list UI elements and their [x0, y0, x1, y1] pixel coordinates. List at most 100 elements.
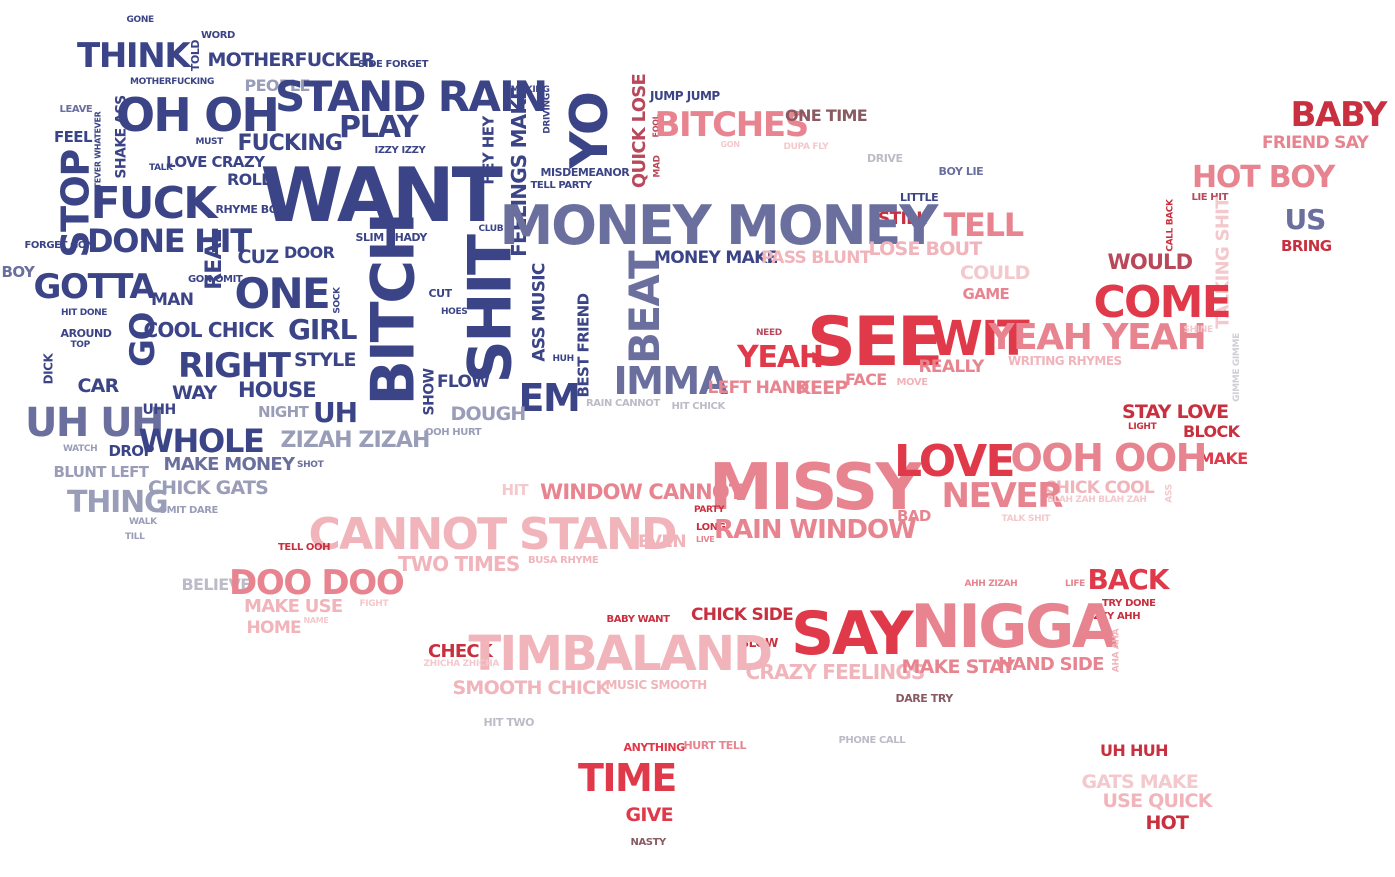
cloud-word-drive: DRIVE [867, 151, 903, 165]
cloud-word-believe: BELIEVE [181, 575, 252, 594]
cloud-word-keep: KEEP [796, 376, 848, 399]
cloud-word-one-time: ONE TIME [785, 106, 868, 125]
cloud-word-light: LIGHT [1128, 421, 1157, 432]
cloud-word-timbaland: TIMBALAND [468, 626, 773, 682]
cloud-word-make-use: MAKE USE [244, 596, 343, 617]
cloud-word-time: TIME [578, 756, 677, 800]
cloud-word-show: SHOW [420, 368, 437, 416]
cloud-word-told: TOLD [188, 39, 202, 71]
cloud-word-baby: BABY [1290, 95, 1388, 135]
cloud-word-girl: GIRL [288, 313, 357, 346]
cloud-word-us: US [1284, 203, 1327, 236]
cloud-word-oh-oh: OH OH [116, 88, 280, 142]
cloud-word-anything: ANYTHING [623, 740, 686, 754]
cloud-word-izzy-ahh: IZZY AHH [1090, 611, 1141, 622]
cloud-word-busa-rhyme: BUSA RHYME [528, 555, 599, 566]
cloud-word-flow: FLOW [437, 371, 490, 392]
cloud-word-play: PLAY [339, 110, 419, 145]
cloud-word-car: CAR [77, 374, 120, 397]
cloud-word-zizah-zizah: ZIZAH ZIZAH [280, 428, 431, 453]
cloud-word-hurt-tell: HURT TELL [683, 738, 747, 752]
cloud-word-walk: WALK [129, 516, 157, 527]
cloud-word-baby-want: BABY WANT [606, 614, 670, 625]
cloud-word-boy: BOY [1, 262, 35, 281]
cloud-word-hot: HOT [1145, 811, 1189, 834]
cloud-word-hit: HIT [501, 480, 529, 499]
cloud-word-driving: DRIVING [542, 92, 553, 134]
cloud-word-em: EM [518, 376, 581, 420]
cloud-word-whole: WHOLE [138, 422, 265, 460]
cloud-word-leave: LEAVE [59, 104, 93, 115]
cloud-word-two-times: TWO TIMES [398, 552, 520, 576]
cloud-word-dough: DOUGH [450, 402, 527, 425]
cloud-word-pass-blunt: PASS BLUNT [761, 247, 871, 268]
cloud-word-cool-chick: COOL CHICK [143, 318, 274, 342]
cloud-word-dare-try: DARE TRY [895, 691, 954, 705]
cloud-word-ooh-ooh: OOH OOH [1010, 436, 1208, 480]
cloud-word-tell: TELL [943, 206, 1025, 244]
cloud-word-want: WANT [260, 150, 503, 239]
cloud-word-still: STILL [878, 208, 927, 229]
cloud-word-ahh-zizah: AHH ZIZAH [964, 578, 1018, 589]
cloud-word-move: MOVE [896, 377, 929, 388]
cloud-word-izzy-izzy: IZZY IZZY [374, 145, 426, 156]
cloud-word-blah-zah-blah-zah: BLAH ZAH BLAH ZAH [1047, 494, 1147, 505]
cloud-word-motherfucker: MOTHERFUCKER [207, 48, 376, 71]
cloud-word-side-forget: SIDE FORGET [358, 59, 429, 70]
cloud-word-blow: BLOW [740, 636, 778, 650]
cloud-word-right: RIGHT [178, 346, 291, 386]
cloud-word-top: TOP [70, 339, 91, 350]
cloud-word-name: NAME [303, 616, 329, 625]
cloud-word-crazy-feelings: CRAZY FEELINGS [745, 660, 926, 684]
cloud-word-hoes: HOES [441, 306, 468, 317]
cloud-word-hit-done: HIT DONE [61, 307, 108, 318]
cloud-word-lie-hit: LIE HIT [1191, 192, 1229, 203]
cloud-word-try-done: TRY DONE [1102, 598, 1156, 609]
cloud-word-fight: FIGHT [359, 598, 389, 609]
cloud-word-aha-aha: AHA AHA [1111, 628, 1122, 672]
cloud-word-shot: SHOT [297, 459, 324, 470]
cloud-word-see: SEE [807, 303, 943, 382]
cloud-word-forget-gon: FORGET GON [24, 240, 95, 251]
cloud-word-cuz: CUZ [237, 245, 280, 268]
cloud-word-thing: THING [67, 485, 169, 520]
cloud-word-stay-love: STAY LOVE [1122, 400, 1229, 423]
cloud-word-blunt-left: BLUNT LEFT [53, 462, 150, 481]
cloud-word-bad: BAD [897, 506, 931, 525]
cloud-word-yeah: YEAH [737, 340, 824, 375]
cloud-word-way: WAY [172, 381, 217, 404]
cloud-word-wit: WIT [930, 311, 1030, 367]
cloud-word-block: BLOCK [1183, 422, 1240, 441]
cloud-word-making: MAKING [510, 84, 550, 95]
cloud-word-come: COME [1093, 277, 1232, 328]
cloud-word-cut: CUT [428, 286, 453, 300]
cloud-word-could: COULD [960, 261, 1030, 284]
cloud-word-ass: ASS [1164, 483, 1175, 503]
cloud-word-watch: WATCH [63, 443, 98, 454]
cloud-word-home: HOME [246, 617, 302, 638]
cloud-word-uh: UH [313, 396, 358, 429]
cloud-word-till: TILL [125, 531, 145, 542]
cloud-word-night: NIGHT [258, 402, 309, 421]
cloud-word-writing-rhymes: WRITING RHYMES [1008, 354, 1122, 368]
cloud-word-huh: HUH [552, 353, 575, 364]
cloud-word-gotta: GOTTA [33, 267, 156, 307]
cloud-word-chick-cool: CHICK COOL [1044, 477, 1155, 498]
cloud-word-need: NEED [756, 327, 782, 338]
cloud-word-nigga: NIGGA [910, 592, 1119, 662]
cloud-word-use-quick: USE QUICK [1102, 789, 1213, 812]
cloud-word-never: NEVER [941, 476, 1064, 516]
cloud-word-uh-uh: UH UH [25, 400, 164, 446]
cloud-word-talk: TALK [149, 162, 173, 173]
cloud-word-rain-window: RAIN WINDOW [714, 515, 917, 545]
cloud-word-house: HOUSE [238, 377, 317, 402]
cloud-word-life: LIFE [1065, 578, 1085, 589]
cloud-word-lose-bout: LOSE BOUT [868, 237, 983, 260]
cloud-word-back: BACK [1087, 563, 1170, 596]
cloud-word-ass-music: ASS MUSIC [529, 262, 550, 362]
cloud-word-quick-lose: QUICK LOSE [629, 73, 651, 189]
cloud-word-misdemeanor: MISDEMEANOR [540, 165, 630, 179]
cloud-word-yeah-yeah: YEAH YEAH [988, 317, 1207, 358]
cloud-word-bitches: BITCHES [654, 105, 810, 145]
cloud-word-word: WORD [201, 30, 235, 41]
